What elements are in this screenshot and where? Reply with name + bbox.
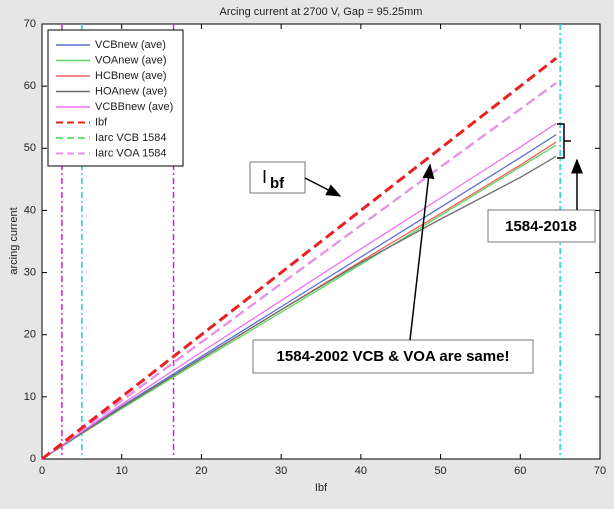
series-line — [41, 122, 557, 460]
legend-label: Iarc VCB 1584 — [95, 132, 167, 144]
annotation: 1584-2002 VCB & VOA are same! — [277, 348, 510, 365]
x-axis-label: Ibf — [315, 482, 328, 494]
annotation-box — [487, 209, 596, 243]
y-tick-label: 50 — [24, 142, 36, 154]
series-line — [41, 155, 557, 460]
y-tick-label: 30 — [24, 266, 36, 278]
legend-label: Ibf — [95, 116, 108, 128]
x-tick-label: 60 — [514, 465, 526, 477]
series-line — [41, 134, 557, 460]
legend-box — [47, 29, 184, 167]
annotation-sub: bf — [270, 175, 285, 192]
y-axis-label: arcing current — [8, 207, 20, 274]
x-tick-label: 0 — [39, 465, 45, 477]
annotation-box — [252, 339, 534, 374]
legend-label: Iarc VOA 1584 — [95, 147, 167, 159]
y-tick-label: 20 — [24, 329, 36, 341]
arrow — [304, 177, 342, 197]
y-tick-label: 0 — [30, 453, 36, 465]
x-tick-label: 30 — [275, 465, 287, 477]
annotation: I — [262, 167, 267, 187]
series-line — [41, 82, 557, 460]
x-tick-label: 20 — [195, 465, 207, 477]
legend-label: HCBnew (ave) — [95, 70, 167, 82]
arrow — [409, 163, 435, 341]
bracket — [557, 123, 571, 159]
y-tick-label: 40 — [24, 204, 36, 216]
annotation: 1584-2018 — [505, 218, 577, 235]
series-line — [41, 144, 557, 460]
y-tick-label: 10 — [24, 391, 36, 403]
x-tick-label: 50 — [434, 465, 446, 477]
y-tick-label: 70 — [24, 18, 36, 30]
legend-label: HOAnew (ave) — [95, 85, 167, 97]
legend-label: VCBnew (ave) — [95, 39, 166, 51]
chart-title: Arcing current at 2700 V, Gap = 95.25mm — [220, 6, 423, 18]
x-tick-label: 10 — [116, 465, 128, 477]
x-tick-label: 70 — [594, 465, 606, 477]
y-tick-label: 60 — [24, 80, 36, 92]
series-line — [41, 56, 558, 461]
x-tick-label: 40 — [355, 465, 367, 477]
legend-label: VCBBnew (ave) — [95, 101, 173, 113]
legend-label: VOAnew (ave) — [95, 54, 167, 66]
annotation-box — [249, 161, 306, 194]
